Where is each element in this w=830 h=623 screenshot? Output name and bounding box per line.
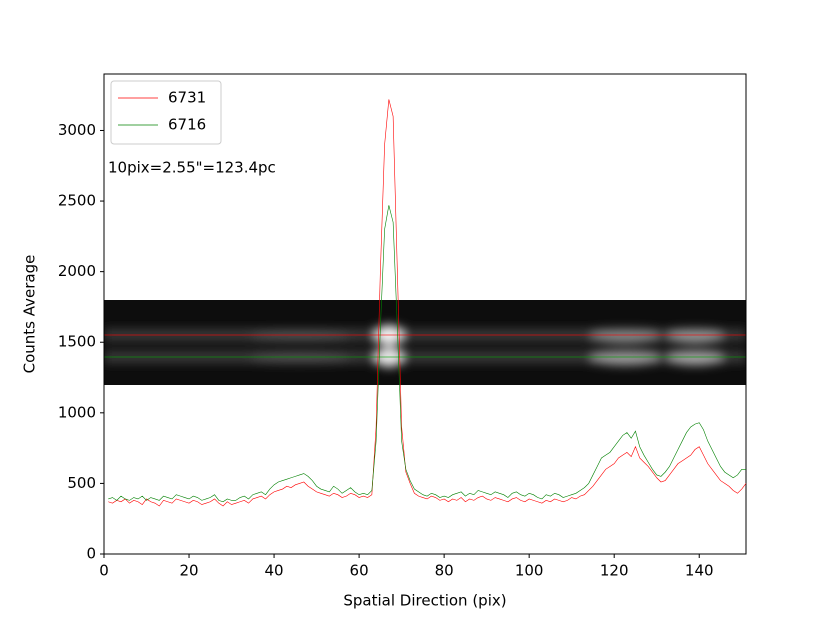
axes-frame [103, 73, 747, 555]
x-tick-label: 100 [515, 562, 544, 580]
x-tick-label: 0 [99, 562, 109, 580]
x-tick-label: 20 [179, 562, 198, 580]
y-tick-label: 2500 [58, 192, 96, 210]
x-tick-label: 140 [685, 562, 714, 580]
legend-label: 6731 [168, 89, 206, 107]
y-tick-label: 3000 [58, 121, 96, 139]
y-tick-label: 0 [86, 545, 96, 563]
annotation: 10pix=2.55"=123.4pc [108, 159, 276, 177]
legend-label: 6716 [168, 116, 206, 134]
series-line [108, 205, 746, 503]
x-tick-label: 40 [265, 562, 284, 580]
x-tick-label: 60 [350, 562, 369, 580]
y-tick-label: 500 [67, 474, 96, 492]
y-axis-label: Counts Average [21, 255, 39, 374]
x-tick-label: 80 [435, 562, 454, 580]
spectrum-image [104, 300, 746, 385]
x-tick-label: 120 [600, 562, 629, 580]
y-tick-label: 1500 [58, 333, 96, 351]
y-tick-label: 1000 [58, 403, 96, 421]
y-tick-label: 2000 [58, 262, 96, 280]
legend: 6731 6716 [110, 80, 222, 145]
x-axis-label: Spatial Direction (pix) [343, 592, 506, 610]
series-line [108, 99, 747, 507]
